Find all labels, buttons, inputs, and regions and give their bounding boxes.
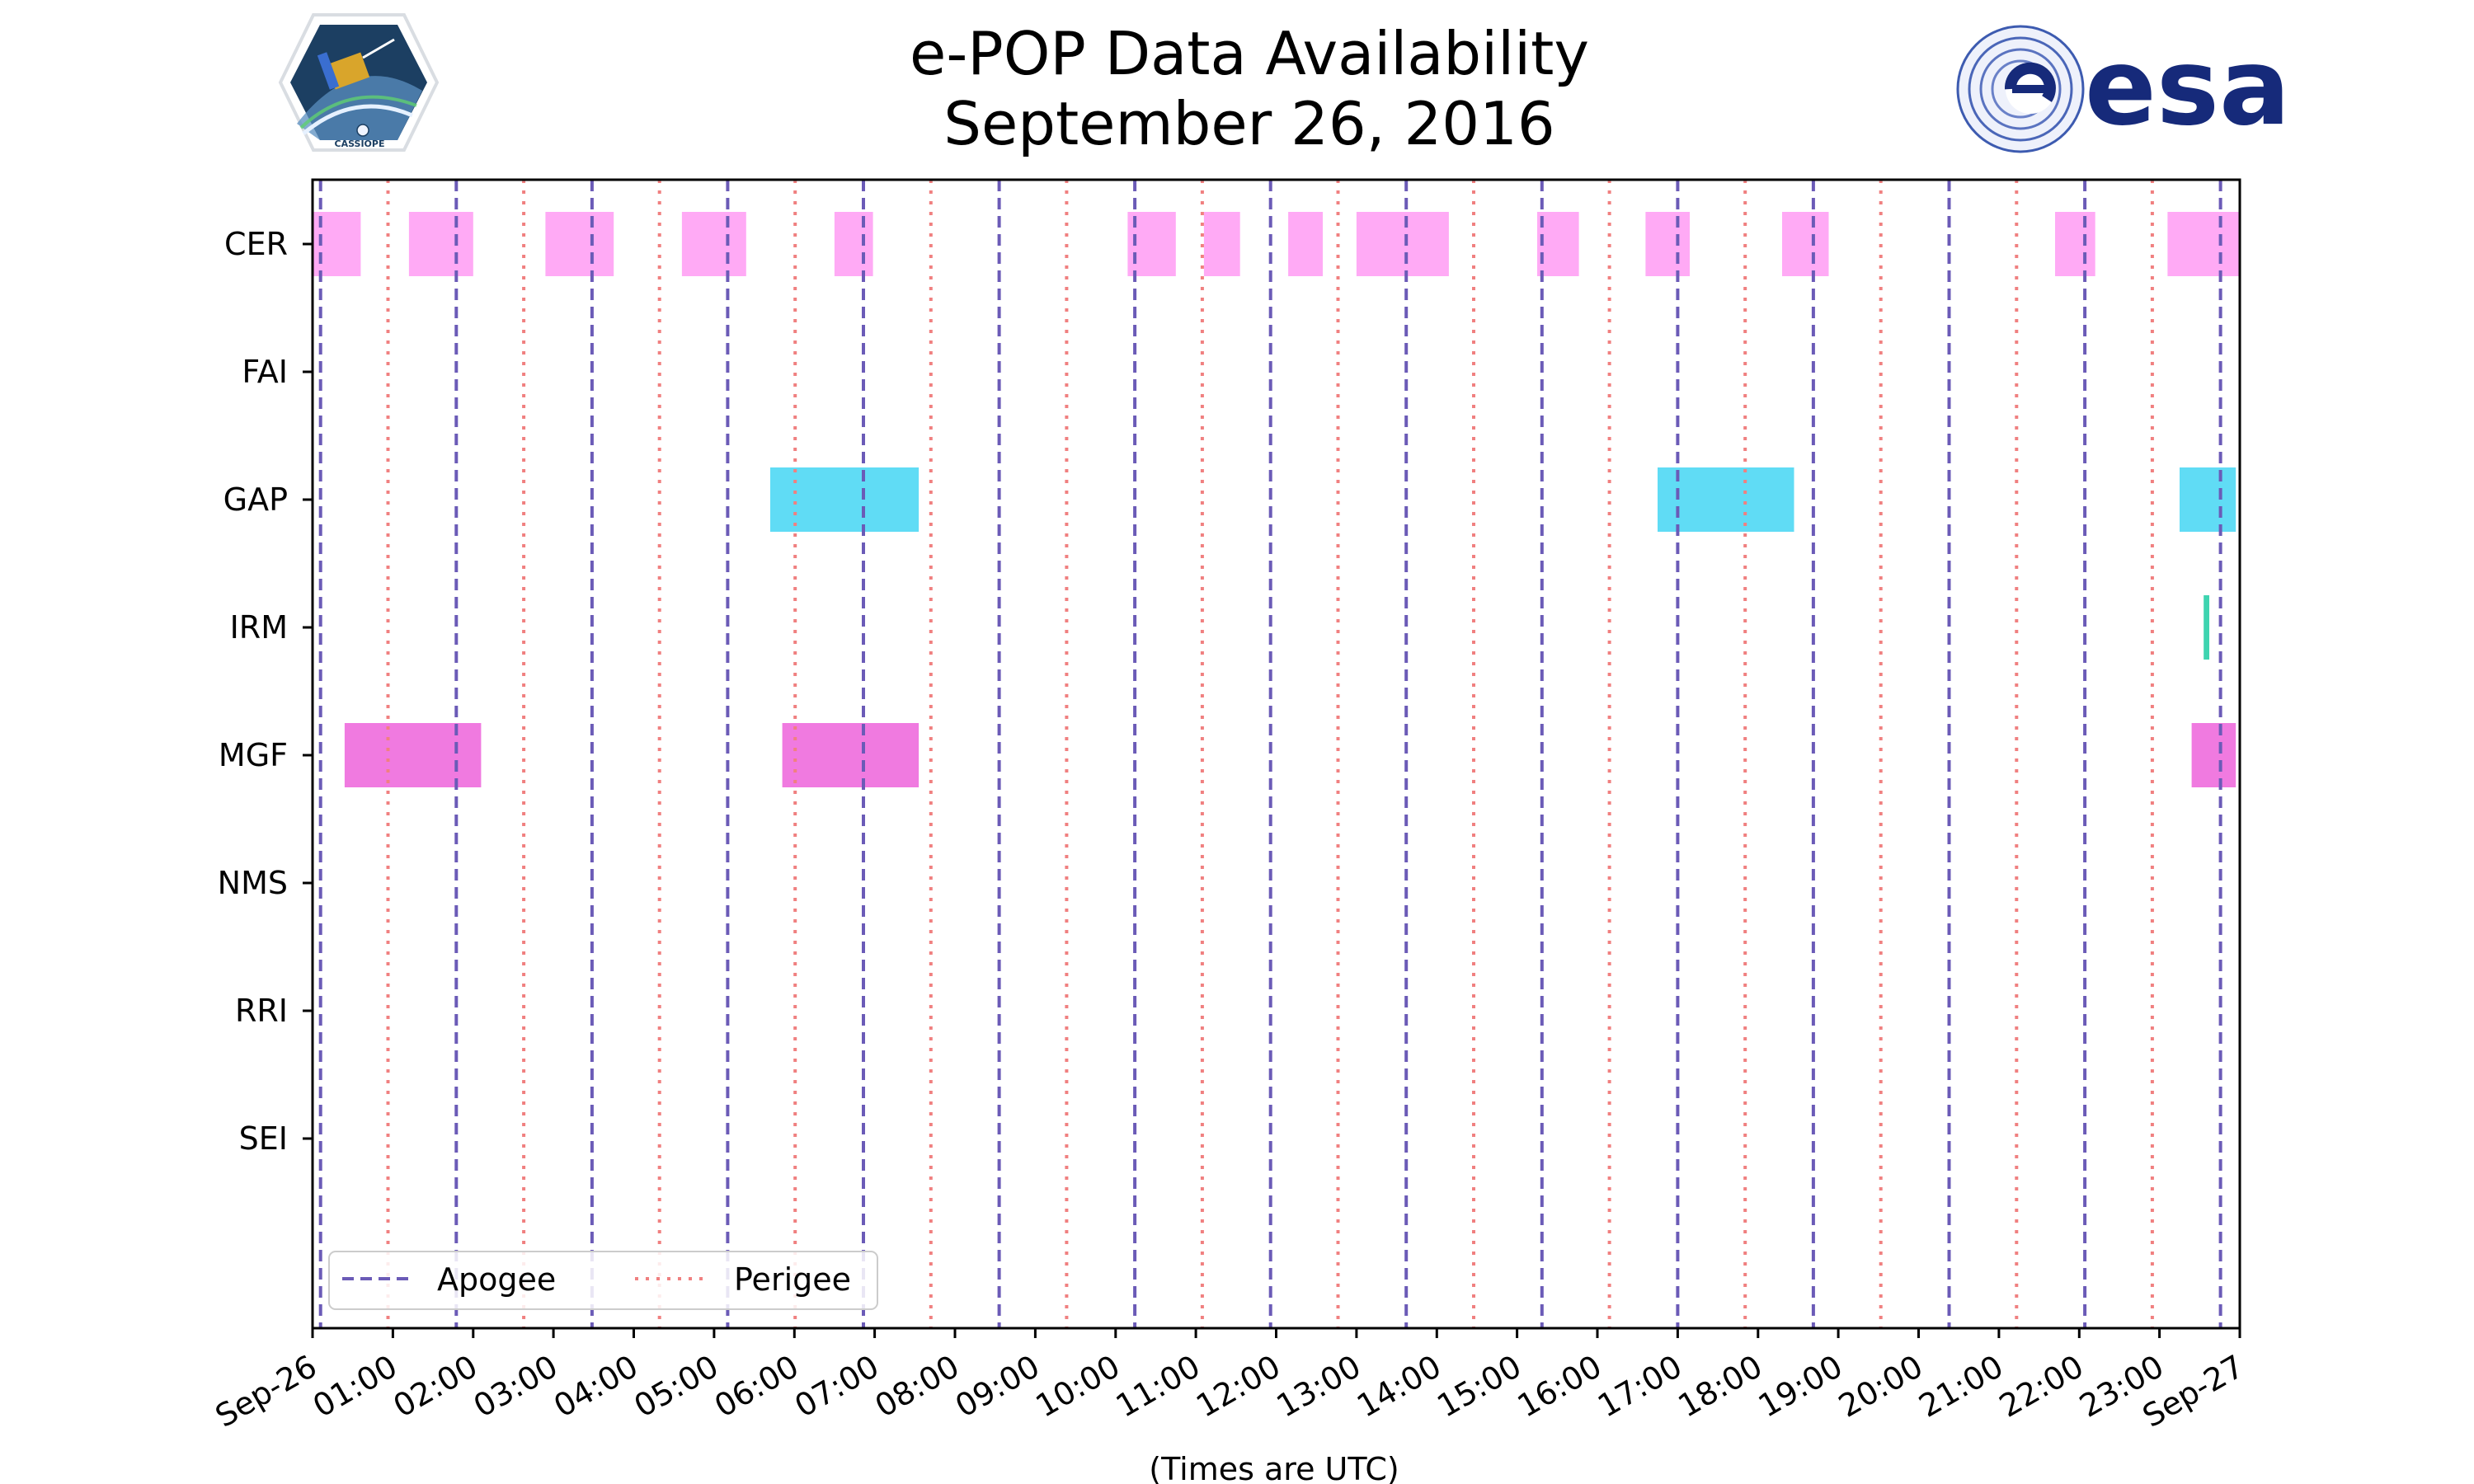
x-tick-label-5: 05:00	[628, 1348, 725, 1425]
x-tick-label-6: 06:00	[708, 1348, 805, 1425]
y-tick-label-nms: NMS	[218, 865, 288, 901]
y-tick-label-irm: IRM	[230, 609, 288, 646]
y-tick-label-fai: FAI	[242, 354, 288, 390]
x-tick-label-3: 03:00	[468, 1348, 564, 1425]
bar-cer-4	[834, 212, 873, 276]
x-tick-label-8: 08:00	[869, 1348, 966, 1425]
esa-logo: esa	[1956, 25, 2290, 153]
legend: Apogee Perigee	[328, 1251, 878, 1310]
bar-cer-8	[1356, 212, 1449, 276]
x-tick-label-19: 19:00	[1752, 1348, 1849, 1425]
y-axis: CER FAI GAP IRM MGF NMS RRI SEI	[218, 226, 313, 1157]
esa-logo-wordmark: esa	[2085, 26, 2290, 149]
orbit-event-lines	[318, 180, 2222, 1328]
cassiope-logo: CASSIOPE	[278, 13, 440, 152]
bar-cer-3	[681, 212, 746, 276]
x-tick-label-12: 12:00	[1190, 1348, 1286, 1425]
bar-cer-7	[1288, 212, 1323, 276]
bar-irm-0	[2204, 595, 2209, 660]
x-tick-label-18: 18:00	[1672, 1348, 1768, 1425]
x-axis: Sep-2601:0002:0003:0004:0005:0006:0007:0…	[209, 1328, 2251, 1435]
x-tick-label-4: 04:00	[548, 1348, 644, 1425]
y-tick-label-gap: GAP	[223, 481, 288, 518]
bar-cer-12	[2055, 212, 2095, 276]
chart-title-line-1: e-POP Data Availability	[910, 19, 1589, 88]
x-axis-label: (Times are UTC)	[1149, 1451, 1399, 1484]
y-tick-label-sei: SEI	[239, 1120, 288, 1157]
bar-cer-1	[408, 212, 473, 276]
bar-cer-11	[1782, 212, 1829, 276]
bar-cer-2	[545, 212, 614, 276]
x-tick-label-11: 11:00	[1110, 1348, 1206, 1425]
x-tick-label-20: 20:00	[1832, 1348, 1929, 1425]
x-tick-label-21: 21:00	[1913, 1348, 2010, 1425]
y-tick-label-rri: RRI	[235, 993, 288, 1029]
chart-title-line-2: September 26, 2016	[943, 89, 1554, 158]
x-tick-label-1: 01:00	[307, 1348, 403, 1425]
bar-gap-2	[2180, 467, 2236, 532]
x-tick-label-15: 15:00	[1431, 1348, 1527, 1425]
bar-cer-13	[2167, 212, 2240, 276]
legend-perigee-label: Perigee	[734, 1261, 851, 1298]
legend-apogee-label: Apogee	[437, 1261, 556, 1298]
legend-box	[328, 1251, 878, 1310]
bar-mgf-2	[2191, 723, 2236, 787]
bar-mgf-0	[344, 723, 482, 787]
x-tick-label-10: 10:00	[1029, 1348, 1126, 1425]
y-tick-label-cer: CER	[224, 226, 288, 262]
bar-cer-10	[1645, 212, 1690, 276]
x-tick-label-7: 07:00	[788, 1348, 885, 1425]
bar-gap-0	[770, 467, 920, 532]
y-tick-label-mgf: MGF	[219, 737, 288, 773]
bar-cer-6	[1203, 212, 1240, 276]
x-tick-label-14: 14:00	[1351, 1348, 1447, 1425]
cassiope-logo-caption: CASSIOPE	[335, 139, 385, 149]
bar-mgf-1	[782, 723, 920, 787]
bar-gap-1	[1658, 467, 1794, 532]
satellite-icon	[317, 38, 395, 90]
x-tick-label-2: 02:00	[387, 1348, 483, 1425]
esa-logo-mark	[1956, 25, 2085, 153]
x-tick-label-13: 13:00	[1271, 1348, 1367, 1425]
x-tick-label-17: 17:00	[1592, 1348, 1688, 1425]
bar-cer-9	[1537, 212, 1579, 276]
interval-bars	[313, 212, 2240, 787]
x-tick-label-22: 22:00	[1993, 1348, 2090, 1425]
x-tick-label-9: 09:00	[949, 1348, 1046, 1425]
x-tick-label-0: Sep-26	[209, 1348, 323, 1435]
x-tick-label-16: 16:00	[1512, 1348, 1608, 1425]
